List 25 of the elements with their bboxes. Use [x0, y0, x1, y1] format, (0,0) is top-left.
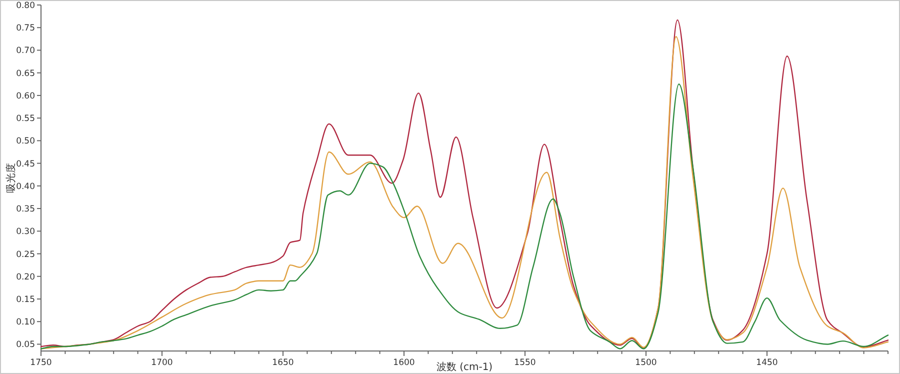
ytick-label: 0.45 [16, 159, 35, 170]
xtick-label: 1600 [393, 358, 415, 368]
ytick-label: 0.70 [16, 46, 35, 56]
ytick-label: 0.65 [16, 68, 35, 79]
ytick-label: 0.60 [16, 91, 35, 102]
xtick-label: 1650 [272, 358, 294, 368]
ytick-label: 0.55 [16, 114, 35, 124]
ytick-label: 0.80 [16, 1, 35, 11]
ytick-label: 0.20 [16, 272, 35, 282]
ytick-label: 0.25 [16, 250, 35, 260]
xtick-label: 1500 [635, 358, 657, 368]
ytick-label: 0.35 [16, 204, 35, 215]
xtick-label: 1700 [151, 358, 173, 368]
ytick-label: 0.30 [16, 227, 35, 238]
ytick-label: 0.75 [16, 24, 35, 34]
xtick-label: 1550 [514, 358, 536, 368]
ytick-label: 0.50 [16, 136, 35, 147]
ylabel: 吸光度 [6, 163, 17, 193]
ytick-label: 0.15 [16, 294, 35, 305]
ytick-label: 0.10 [16, 318, 35, 328]
xtick-label: 1750 [30, 358, 52, 368]
ytick-label: 0.05 [16, 340, 35, 350]
ytick-label: 0.40 [16, 182, 35, 192]
xlabel: 波数 (cm-1) [436, 362, 493, 373]
xtick-label: 1450 [756, 358, 778, 368]
